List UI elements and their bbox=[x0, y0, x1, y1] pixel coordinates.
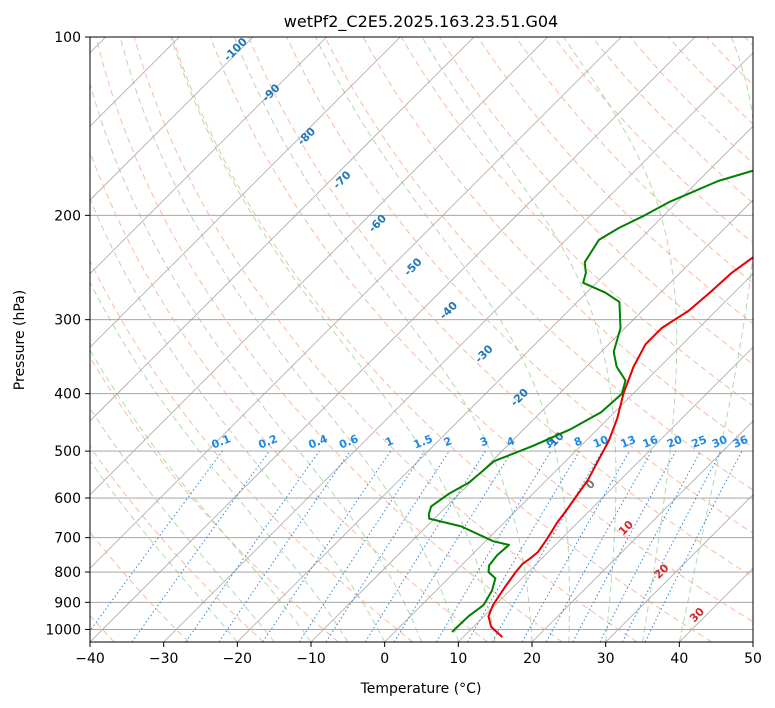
dry-adiabat bbox=[210, 37, 753, 623]
mixing-ratio-line bbox=[262, 450, 392, 642]
mixing-ratio-label: 16 bbox=[641, 433, 660, 451]
mixing-ratio-line bbox=[393, 450, 513, 642]
y-tick-label: 600 bbox=[54, 491, 81, 507]
plot-area: 0.1 0.2 0.4 0.6 1 1.5 2 3 4 6 8 10 13 16 20 25 30 36-100-… bbox=[90, 37, 753, 642]
mixing-ratio-label: 2 bbox=[442, 434, 454, 449]
mixing-ratio-line bbox=[572, 450, 677, 642]
mixing-ratio-line bbox=[131, 450, 270, 642]
y-tick-label: 300 bbox=[54, 313, 81, 329]
isotherm-line bbox=[90, 37, 696, 642]
dry-adiabat bbox=[133, 37, 638, 642]
mixing-ratio-lines bbox=[90, 450, 743, 642]
x-tick-label: 30 bbox=[597, 651, 615, 667]
moist-adiabats bbox=[90, 37, 753, 642]
dry-adiabat bbox=[90, 356, 339, 642]
moist-adiabat bbox=[90, 459, 238, 642]
mixing-ratio-label: 1 bbox=[383, 434, 395, 449]
dry-adiabat bbox=[248, 37, 753, 578]
mixing-ratio-line bbox=[325, 450, 450, 642]
x-tick-label: −10 bbox=[296, 651, 326, 667]
x-tick-label: −20 bbox=[223, 651, 253, 667]
isotherm-line bbox=[458, 346, 753, 642]
moist-adiabat bbox=[90, 281, 349, 642]
isotherm-line bbox=[531, 420, 753, 642]
isotherm-line bbox=[237, 125, 753, 642]
isotherm-line bbox=[90, 37, 401, 348]
isotherm-grid bbox=[90, 37, 753, 642]
mixing-ratio-line bbox=[185, 450, 320, 642]
plot-frame bbox=[89, 36, 754, 643]
dry-adiabat bbox=[90, 445, 264, 642]
mixing-ratio-label: 8 bbox=[572, 434, 584, 449]
moist-adiabat bbox=[90, 197, 386, 642]
dry-adiabat bbox=[515, 37, 753, 284]
moist-adiabat bbox=[315, 37, 570, 642]
isotherm-line bbox=[384, 273, 753, 642]
mixing-ratio-line bbox=[521, 450, 630, 642]
mixing-ratio-label: 3 bbox=[478, 434, 490, 449]
y-tick-label: 100 bbox=[54, 30, 81, 46]
moist-adiabat bbox=[90, 349, 312, 642]
mixing-ratio-label: 25 bbox=[690, 433, 709, 451]
isotherm-line bbox=[605, 494, 753, 642]
dry-adiabat bbox=[171, 37, 712, 642]
y-tick-label: 1000 bbox=[45, 622, 81, 638]
y-tick-label: 900 bbox=[54, 595, 81, 611]
isotherm-line bbox=[90, 37, 327, 275]
profile-series bbox=[427, 169, 753, 638]
x-tick-label: 50 bbox=[744, 651, 762, 667]
chart-title: wetPf2_C2E5.2025.163.23.51.G04 bbox=[284, 12, 558, 32]
x-tick-label: 0 bbox=[380, 651, 389, 667]
mixing-ratio-label: 20 bbox=[665, 433, 684, 451]
y-tick-label: 800 bbox=[54, 565, 81, 581]
isotherm-line bbox=[90, 37, 475, 422]
isotherm-line bbox=[90, 37, 548, 496]
mixing-ratio-line bbox=[298, 450, 425, 642]
mixing-ratio-label: 30 bbox=[710, 433, 729, 451]
dry-adiabats bbox=[90, 37, 753, 642]
x-axis: −40 −30 −20 −10 0 10 20 30 40 50 bbox=[75, 642, 762, 667]
y-axis: 100 200 300 400 500 600 700 800 900 1000 bbox=[45, 30, 90, 638]
x-tick-label: −30 bbox=[149, 651, 179, 667]
dry-adiabat bbox=[286, 37, 753, 534]
mixing-ratio-label: 36 bbox=[731, 433, 750, 451]
x-tick-label: 40 bbox=[670, 651, 688, 667]
dry-adiabat bbox=[95, 37, 563, 642]
moist-adiabat bbox=[90, 407, 275, 642]
isotherm-line bbox=[90, 37, 254, 201]
x-axis-label: Temperature (°C) bbox=[360, 681, 482, 697]
moist-adiabat bbox=[563, 37, 678, 642]
y-tick-label: 700 bbox=[54, 531, 81, 547]
y-axis-label: Pressure (hPa) bbox=[12, 290, 28, 390]
mixing-ratio-line bbox=[218, 450, 351, 642]
x-tick-label: −40 bbox=[75, 651, 105, 667]
y-tick-label: 500 bbox=[54, 444, 81, 460]
temperature-line bbox=[487, 256, 753, 638]
moist-adiabat bbox=[233, 37, 533, 642]
y-tick-label: 200 bbox=[54, 208, 81, 224]
moist-adiabat bbox=[421, 37, 617, 642]
x-tick-label: 20 bbox=[523, 651, 541, 667]
moist-adiabat bbox=[678, 37, 753, 642]
y-tick-label: 400 bbox=[54, 387, 81, 403]
mixing-ratio-label: 13 bbox=[619, 433, 638, 451]
dewpoint-line bbox=[427, 169, 753, 633]
mixing-ratio-line bbox=[644, 450, 743, 642]
moist-adiabat bbox=[119, 37, 459, 642]
mixing-ratio-line bbox=[90, 450, 223, 632]
moist-adiabat bbox=[90, 82, 422, 642]
dry-adiabat bbox=[324, 37, 753, 491]
isotherm-line bbox=[90, 37, 622, 569]
isotherm-line bbox=[163, 52, 753, 642]
x-tick-label: 10 bbox=[449, 651, 467, 667]
dry-adiabat bbox=[90, 259, 414, 642]
mixing-ratio-line bbox=[545, 450, 653, 642]
